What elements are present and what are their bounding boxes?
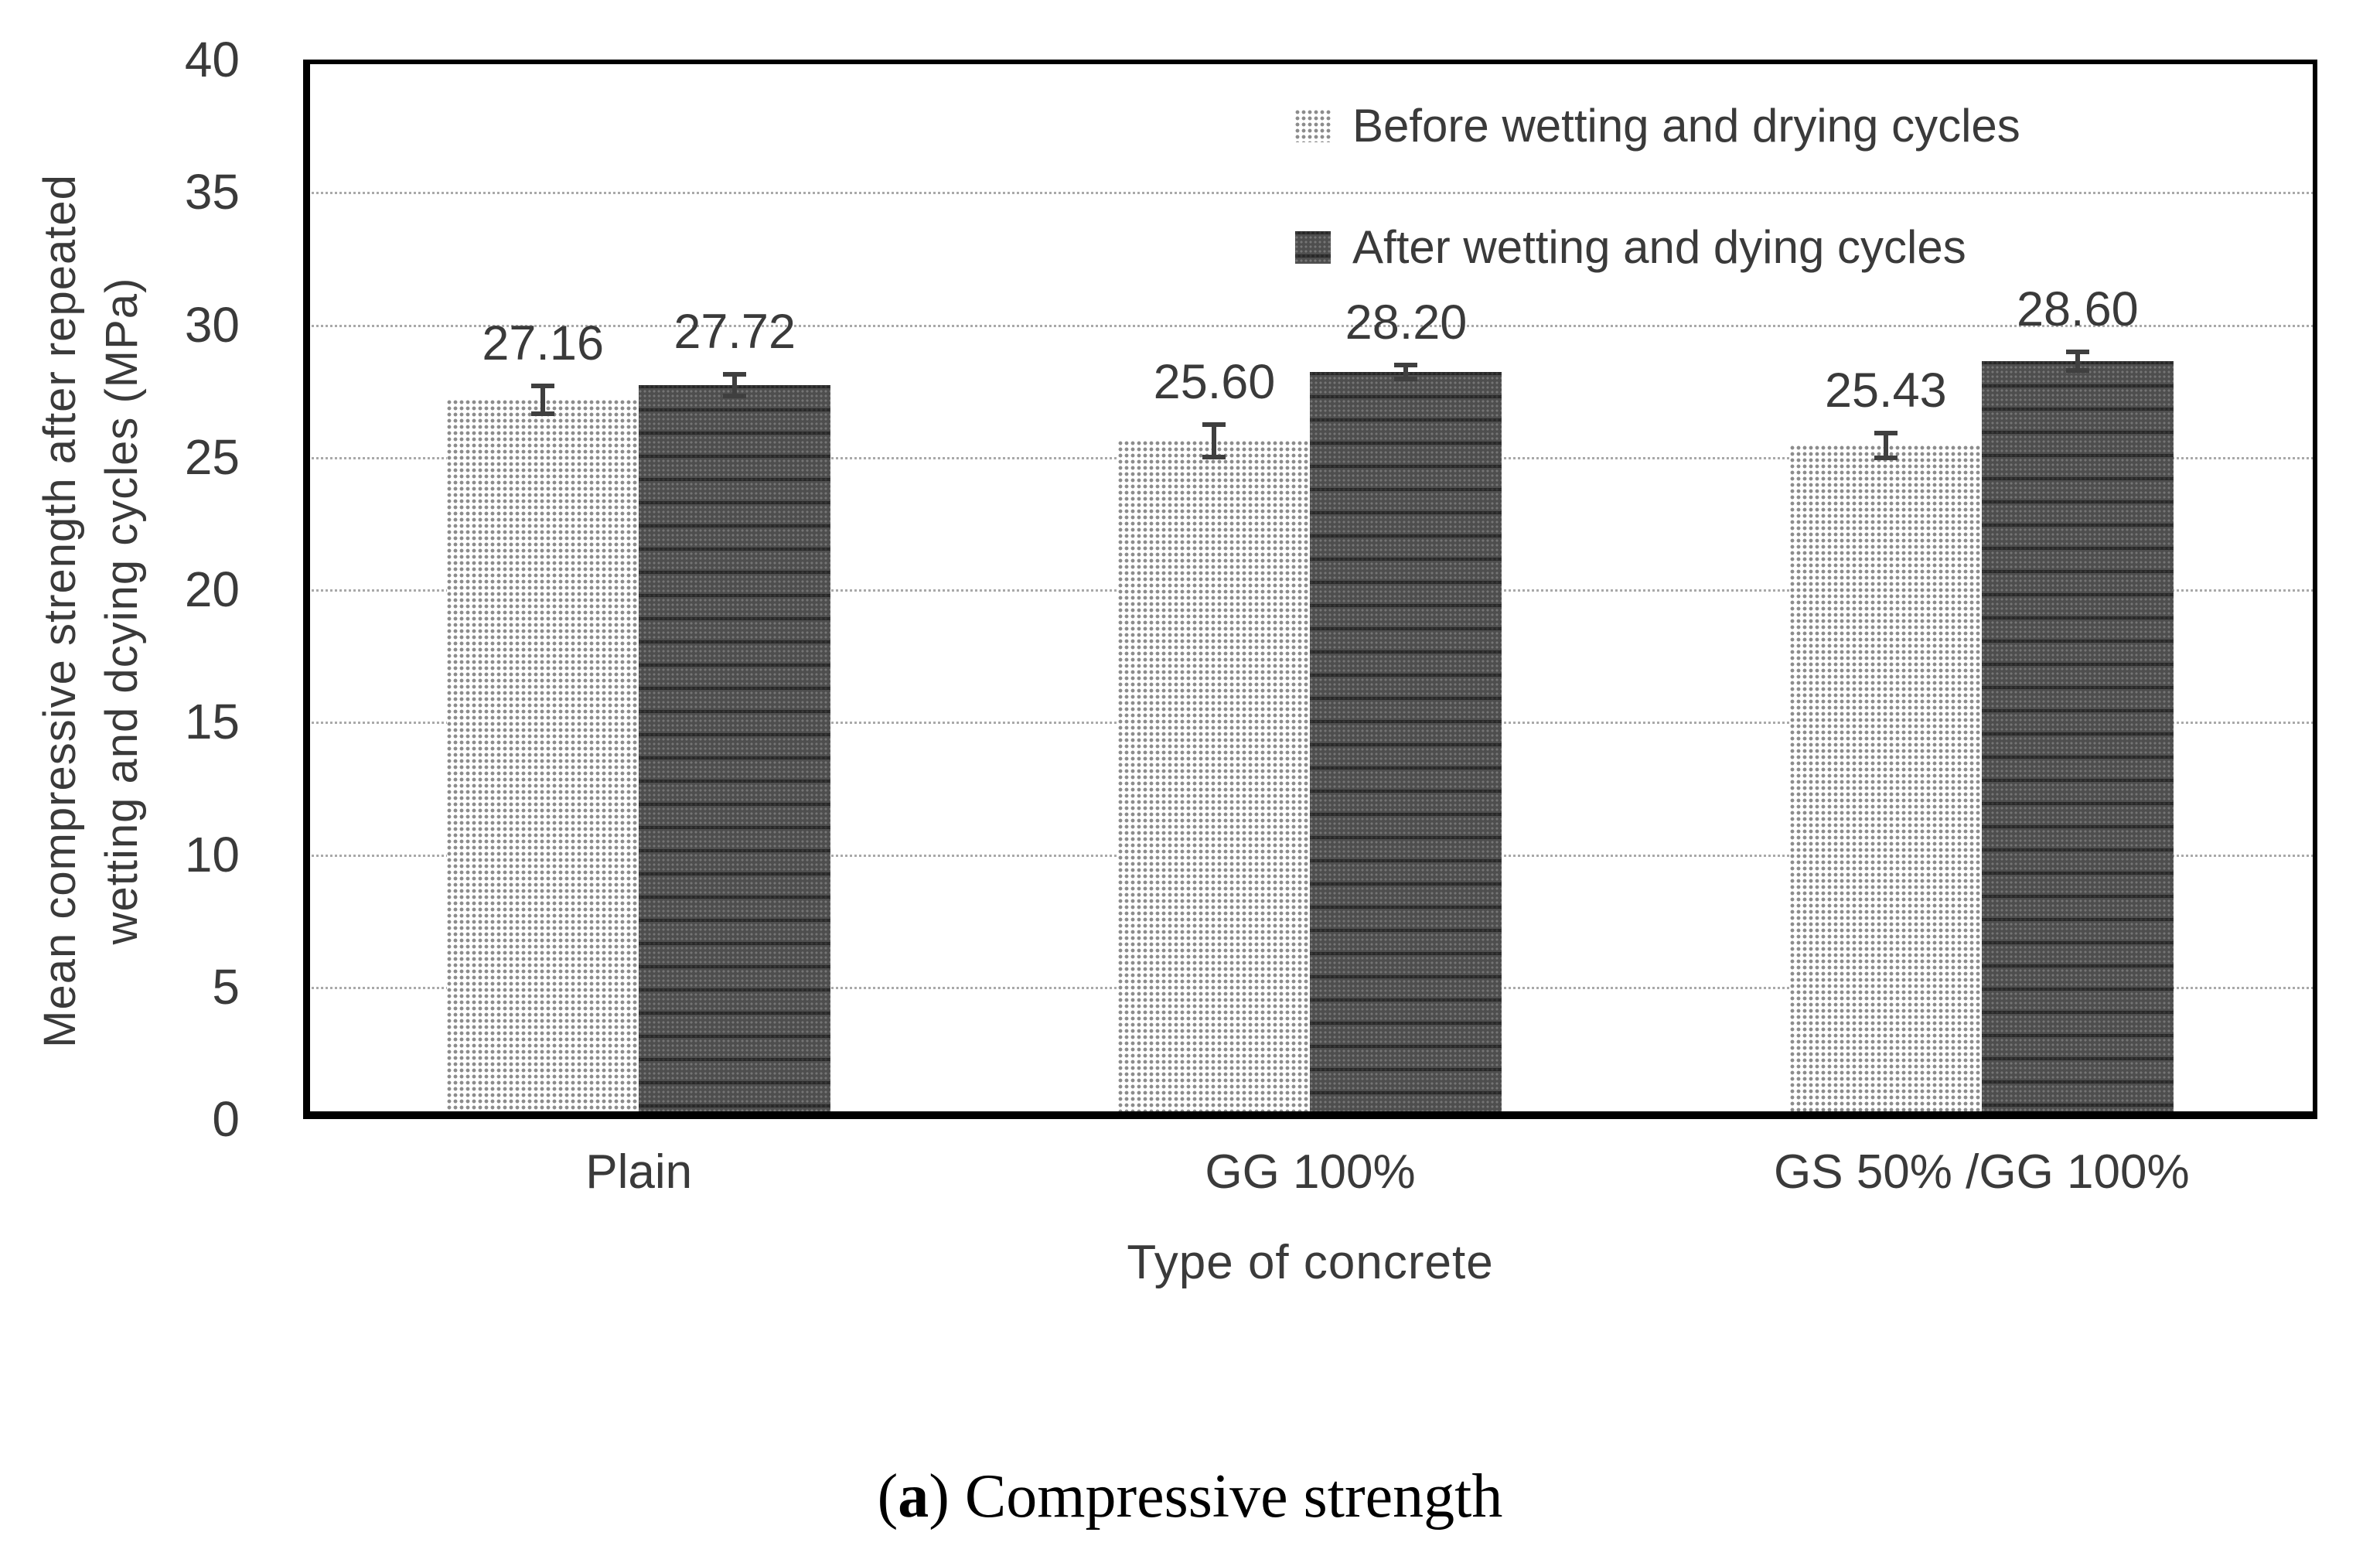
legend-swatch-before: [1295, 109, 1331, 142]
plot-area: 27.16 27.72 25.60 28.20 25.43 28.60 Before we…: [303, 60, 2317, 1119]
error-bar-cap-top: [1394, 363, 1418, 368]
error-bar-stem: [1403, 367, 1409, 377]
bar-before: 25.43: [1789, 363, 1982, 1119]
x-category-label: GS 50% /GG 100%: [1774, 1145, 2190, 1199]
caption-suffix: ) Compressive strength: [929, 1462, 1503, 1531]
bar-group: 25.43 28.60: [1646, 60, 2317, 1119]
caption-prefix: (: [877, 1462, 898, 1531]
error-bar: [2065, 350, 2089, 374]
error-bar-cap-top: [1874, 431, 1898, 436]
bar-group: 25.60 28.20: [974, 60, 1645, 1119]
error-bar-stem: [1883, 435, 1888, 456]
caption-letter: a: [898, 1462, 929, 1531]
figure-caption: (a) Compressive strength: [0, 1462, 2380, 1532]
gridline: [303, 324, 2317, 327]
gridline: [303, 192, 2317, 195]
error-bar: [1874, 431, 1898, 461]
x-category-label: Plain: [585, 1145, 693, 1199]
legend-label-after: After wetting and dying cycles: [1352, 221, 1966, 273]
bar-group: 27.16 27.72: [303, 60, 974, 1119]
error-bar: [1394, 363, 1418, 382]
y-tick-label: 15: [184, 694, 240, 750]
error-bar-cap-top: [2065, 350, 2089, 355]
y-tick-label: 5: [212, 958, 240, 1015]
error-bar-cap-bottom: [1394, 377, 1418, 382]
error-bar: [531, 383, 555, 416]
y-tick-label: 35: [184, 164, 240, 220]
bar-value-label: 25.60: [1153, 355, 1276, 410]
legend-item-after: After wetting and dying cycles: [1295, 218, 2020, 276]
error-bar-cap-bottom: [1202, 455, 1226, 460]
legend-swatch-after: [1295, 230, 1331, 264]
x-axis-labels: Plain GG 100% GS 50% /GG 100%: [303, 1145, 2317, 1206]
bar-value-label: 27.72: [673, 304, 796, 359]
error-bar-cap-bottom: [2065, 368, 2089, 374]
x-axis-title: Type of concrete: [1127, 1236, 1494, 1289]
bar-value-label: 28.20: [1345, 295, 1468, 350]
bar-before: 25.60: [1118, 355, 1311, 1119]
error-bar: [1202, 422, 1226, 460]
error-bar-stem: [1212, 427, 1217, 456]
y-tick-label: 10: [184, 826, 240, 882]
y-axis-title-line1: Mean compressive strength after repeated: [35, 174, 85, 1048]
bar-after: 27.72: [639, 305, 831, 1119]
y-tick-label: 40: [184, 32, 240, 87]
error-bar-cap-bottom: [531, 411, 555, 416]
error-bar-cap-bottom: [723, 393, 747, 398]
y-tick-label: 0: [212, 1091, 240, 1147]
y-tick-label: 25: [184, 428, 240, 485]
x-category-label: GG 100%: [1205, 1145, 1416, 1199]
y-tick-label: 20: [184, 561, 240, 617]
error-bar-cap-top: [723, 371, 747, 377]
error-bar-stem: [540, 387, 546, 411]
y-tick-label: 30: [184, 296, 240, 353]
error-bar-stem: [732, 376, 738, 394]
error-bar-cap-bottom: [1874, 456, 1898, 461]
legend: Before wetting and drying cycles After w…: [1295, 97, 2020, 276]
legend-item-before: Before wetting and drying cycles: [1295, 97, 2020, 155]
bar-after: 28.60: [1981, 282, 2174, 1119]
y-axis-tick-labels: 0 5 10 15 20 25 30 35 40: [101, 32, 240, 1147]
error-bar: [723, 371, 747, 398]
bar-value-label: 25.43: [1824, 363, 1947, 418]
bar-value-label: 28.60: [2016, 282, 2139, 337]
bar-after: 28.20: [1310, 295, 1502, 1119]
error-bar-stem: [2075, 354, 2080, 369]
bar-value-label: 27.16: [482, 316, 604, 370]
error-bar-cap-top: [1202, 422, 1226, 428]
bar-before: 27.16: [447, 316, 639, 1119]
legend-label-before: Before wetting and drying cycles: [1352, 100, 2020, 152]
error-bar-cap-top: [531, 383, 555, 388]
